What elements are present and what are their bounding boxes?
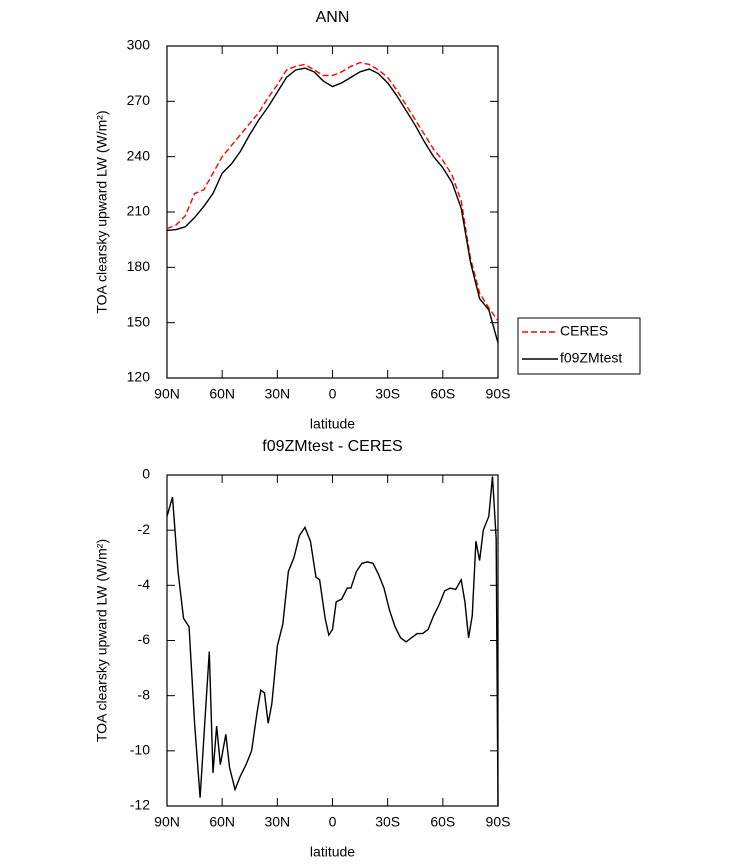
data-line — [166, 61, 499, 322]
x-tick-label: 90N — [154, 814, 180, 830]
data-line — [166, 476, 499, 807]
y-tick-label: -12 — [130, 797, 150, 813]
legend-box — [517, 317, 641, 375]
y-tick-label: -2 — [138, 521, 151, 537]
x-tick-label: 30N — [264, 386, 290, 402]
data-line — [166, 67, 499, 344]
x-tick-label: 0 — [329, 386, 337, 402]
x-axis-label: latitude — [310, 416, 355, 432]
y-tick-label: -4 — [138, 576, 151, 592]
x-tick-label: 90N — [154, 386, 180, 402]
y-tick-label: 240 — [127, 147, 151, 163]
chart-title: ANN — [316, 9, 350, 26]
x-axis-label: latitude — [310, 844, 355, 860]
y-tick-label: 0 — [142, 466, 150, 482]
y-tick-label: 300 — [127, 37, 151, 53]
y-tick-label: -6 — [138, 631, 151, 647]
y-tick-label: 150 — [127, 313, 151, 329]
x-tick-label: 30S — [375, 814, 400, 830]
x-tick-label: 30N — [264, 814, 290, 830]
x-tick-label: 60N — [209, 386, 235, 402]
x-tick-label: 60S — [430, 814, 455, 830]
x-tick-label: 60S — [430, 386, 455, 402]
plot-frame — [166, 45, 499, 379]
y-tick-label: -8 — [138, 686, 151, 702]
y-tick-label: 210 — [127, 203, 151, 219]
y-axis-label: TOA clearsky upward LW (W/m²) — [94, 110, 110, 313]
x-tick-label: 60N — [209, 814, 235, 830]
y-tick-label: 120 — [127, 369, 151, 385]
chart-title: f09ZMtest - CERES — [262, 438, 402, 455]
legend-label: f09ZMtest — [560, 350, 622, 366]
plot-frame — [166, 474, 499, 807]
x-tick-label: 0 — [329, 814, 337, 830]
x-tick-label: 90S — [486, 386, 511, 402]
legend-label: CERES — [560, 323, 608, 339]
y-axis-label: TOA clearsky upward LW (W/m²) — [94, 539, 110, 742]
x-tick-label: 90S — [486, 814, 511, 830]
x-tick-label: 30S — [375, 386, 400, 402]
y-tick-label: 270 — [127, 92, 151, 108]
y-tick-label: 180 — [127, 258, 151, 274]
y-tick-label: -10 — [130, 742, 150, 758]
